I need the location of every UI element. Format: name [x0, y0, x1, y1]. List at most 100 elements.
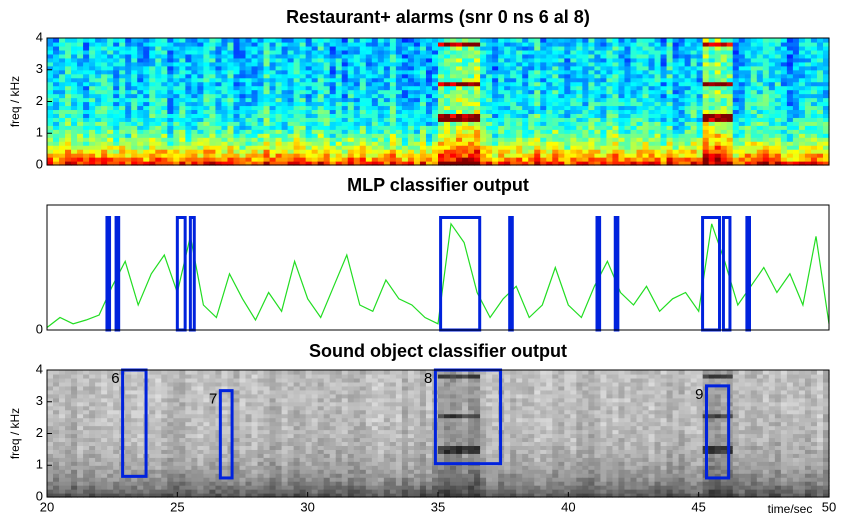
spectrogram-cell	[107, 437, 114, 442]
spectrogram-cell	[107, 82, 114, 87]
spectrogram-cell	[71, 50, 78, 55]
spectrogram-cell	[408, 94, 415, 99]
spectrogram-cell	[366, 94, 373, 99]
spectrogram-cell	[655, 133, 662, 138]
spectrogram-cell	[570, 86, 577, 91]
spectrogram-cell	[763, 145, 770, 150]
spectrogram-cell	[679, 153, 686, 158]
spectrogram-cell	[246, 46, 253, 51]
spectrogram-cell	[486, 50, 493, 55]
spectrogram-cell	[528, 78, 535, 83]
spectrogram-cell	[336, 82, 343, 87]
spectrogram-cell	[630, 58, 637, 63]
spectrogram-cell	[799, 94, 806, 99]
spectrogram-cell	[131, 137, 138, 142]
spectrogram-cell	[691, 58, 698, 63]
spectrogram-cell	[155, 426, 162, 431]
spectrogram-cell	[420, 113, 427, 118]
spectrogram-cell	[366, 133, 373, 138]
spectrogram-cell	[125, 121, 132, 126]
spectrogram-cell	[432, 74, 439, 79]
spectrogram-cell	[312, 133, 319, 138]
spectrogram-cell	[637, 129, 644, 134]
spectrogram-cell	[697, 125, 704, 130]
spectrogram-cell	[330, 62, 337, 67]
spectrogram-cell	[769, 129, 776, 134]
spectrogram-cell	[71, 125, 78, 130]
spectrogram-cell	[649, 74, 656, 79]
spectrogram-cell	[637, 74, 644, 79]
spectrogram-cell	[173, 82, 180, 87]
spectrogram-cell	[492, 157, 499, 162]
spectrogram-cell	[534, 86, 541, 91]
spectrogram-cell	[203, 117, 210, 122]
spectrogram-cell	[203, 149, 210, 154]
spectrogram-cell	[486, 102, 493, 107]
spectrogram-cell	[288, 94, 295, 99]
spectrogram-cell	[89, 141, 96, 146]
spectrogram-cell	[594, 90, 601, 95]
spectrogram-cell	[354, 86, 361, 91]
spectrogram-cell	[101, 137, 108, 142]
spectrogram-cell	[209, 113, 216, 118]
spectrogram-cell	[65, 145, 72, 150]
spectrogram-cell	[83, 102, 90, 107]
spectrogram-cell	[318, 125, 325, 130]
spectrogram-cell	[119, 90, 126, 95]
spectrogram-cell	[65, 50, 72, 55]
spectrogram-cell	[65, 157, 72, 162]
spectrogram-cell	[330, 94, 337, 99]
spectrogram-cell	[155, 465, 162, 470]
spectrogram-cell	[77, 410, 84, 415]
spectrogram-cell	[155, 141, 162, 146]
spectrogram-cell	[667, 86, 674, 91]
spectrogram-cell	[751, 117, 758, 122]
spectrogram-cell	[53, 117, 60, 122]
spectrogram-cell	[173, 374, 180, 379]
spectrogram-cell	[474, 42, 481, 47]
spectrogram-cell	[167, 445, 174, 450]
spectrogram-cell	[185, 374, 192, 379]
spectrogram-cell	[149, 74, 156, 79]
spectrogram-cell	[444, 149, 451, 154]
spectrogram-cell	[643, 70, 650, 75]
spectrogram-cell	[703, 98, 710, 103]
spectrogram-cell	[203, 42, 210, 47]
spectrogram-cell	[95, 66, 102, 71]
spectrogram-cell	[612, 42, 619, 47]
spectrogram-cell	[191, 449, 198, 454]
spectrogram-cell	[588, 66, 595, 71]
spectrogram-cell	[185, 434, 192, 439]
spectrogram-cell	[727, 62, 734, 67]
spectrogram-cell	[131, 437, 138, 442]
spectrogram-cell	[167, 418, 174, 423]
spectrogram-cell	[486, 157, 493, 162]
spectrogram-cell	[288, 109, 295, 114]
spectrogram-cell	[360, 90, 367, 95]
spectrogram-cell	[787, 109, 794, 114]
spectrogram-cell	[312, 137, 319, 142]
spectrogram-cell	[246, 141, 253, 146]
spectrogram-cell	[143, 133, 150, 138]
spectrogram-cell	[372, 153, 379, 158]
spectrogram-cell	[306, 46, 313, 51]
spectrogram-cell	[246, 121, 253, 126]
spectrogram-cell	[161, 105, 168, 110]
spectrogram-cell	[107, 418, 114, 423]
spectrogram-cell	[101, 70, 108, 75]
spectrogram-cell	[715, 82, 722, 87]
spectrogram-cell	[264, 74, 271, 79]
spectrogram-cell	[384, 157, 391, 162]
spectrogram-cell	[673, 113, 680, 118]
spectrogram-cell	[354, 102, 361, 107]
spectrogram-cell	[95, 469, 102, 474]
spectrogram-cell	[745, 117, 752, 122]
spectrogram-cell	[185, 78, 192, 83]
spectrogram-cell	[312, 42, 319, 47]
spectrogram-cell	[498, 145, 505, 150]
spectrogram-cell	[203, 58, 210, 63]
spectrogram-cell	[781, 90, 788, 95]
spectrogram-cell	[528, 54, 535, 59]
spectrogram-cell	[209, 86, 216, 91]
spectrogram-cell	[173, 370, 180, 375]
